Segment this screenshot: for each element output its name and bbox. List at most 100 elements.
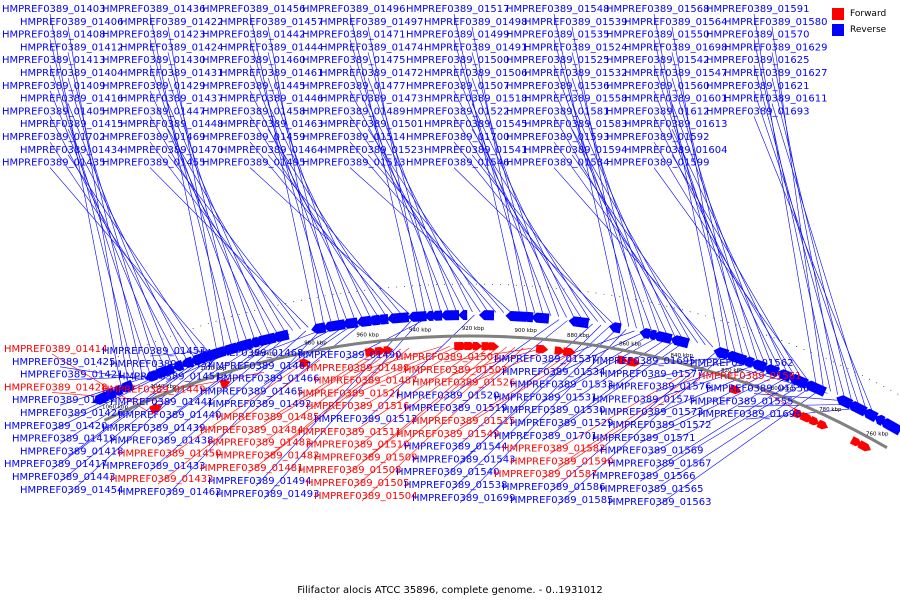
gene-label: HMPREF0389_01625 [706,55,809,66]
leader-line [459,349,548,388]
leader-line [367,103,473,313]
reverse-gene [190,351,209,366]
gene-label: HMPREF0389_01521 [298,388,401,399]
gene-label: HMPREF0389_01488 [306,363,409,374]
leader-line [149,116,278,335]
gene-label: HMPREF0389_01573 [600,407,703,418]
leader-line [753,39,831,392]
reverse-gene [458,310,468,321]
leader-line [557,353,726,506]
leader-line [541,335,660,403]
gene-label: HMPREF0389_01474 [320,42,423,53]
leader-line [771,103,867,409]
forward-gene [562,347,576,357]
leader-line [549,351,717,493]
gene-label: HMPREF0389_01489 [302,106,405,117]
gene-label: HMPREF0389_01497 [320,17,423,28]
leader-line [771,26,824,389]
leader-line [553,13,622,326]
leader-line [541,378,701,480]
gene-label: HMPREF0389_01580 [724,17,827,28]
gene-label: HMPREF0389_01441 [110,397,213,408]
reverse-gene [725,350,748,366]
leader-line [167,103,271,336]
leader-line [353,345,467,412]
leader-line [653,65,751,360]
gene-label: HMPREF0389_01516 [306,401,409,412]
gene-label: HMPREF0389_01462 [118,487,221,498]
leader-line [367,154,505,313]
gene-label: HMPREF0389_01537 [494,354,597,365]
leader-line [267,129,387,317]
scale-label: 1020 kbp [200,366,226,372]
forward-gene [219,379,231,389]
gene-label: HMPREF0389_01452 [110,359,213,370]
leader-line [639,373,781,444]
leader-line [471,103,575,319]
reverse-gene [172,360,185,372]
leader-line [149,90,263,338]
leader-line [149,330,307,472]
gene-label: HMPREF0389_01492 [208,399,311,410]
gene-label: HMPREF0389_01403 [2,4,105,15]
tick-track [81,283,900,396]
label-leader-lines [49,13,874,508]
gene-label: HMPREF0389_01699 [412,493,515,504]
scale-label: 880 kbp [567,333,590,339]
forward-gene [383,346,394,355]
gene-label: HMPREF0389_01475 [302,55,405,66]
leader-line [157,359,321,485]
gene-label: HMPREF0389_01463 [220,119,323,130]
gene-label: HMPREF0389_01417 [4,459,107,470]
gene-label: HMPREF0389_01604 [624,145,727,156]
leader-line [367,129,489,313]
gene-label: HMPREF0389_01451 [118,372,221,383]
leader-line [49,39,136,380]
leader-line [451,348,540,376]
gene-label: HMPREF0389_01702 [2,132,105,143]
gene-label: HMPREF0389_01621 [706,81,809,92]
forward-gene [535,344,549,354]
gene-label: HMPREF0389_01499 [406,30,509,41]
leader-line [443,319,560,401]
gene-label: HMPREF0389_01543 [412,454,515,465]
gene-label: HMPREF0389_01592 [606,132,709,143]
gene-label: HMPREF0389_01555 [690,396,793,407]
forward-gene [791,408,804,419]
reverse-gene [670,335,690,349]
gene-label: HMPREF0389_01561 [698,371,801,382]
leader-line [655,361,750,392]
gene-label: HMPREF0389_01695 [592,356,695,367]
reverse-gene [203,346,227,361]
leader-line [157,334,290,446]
leader-line [255,324,340,372]
leader-line [553,65,653,332]
reverse-gene [367,314,381,326]
gene-label: HMPREF0389_01503 [396,352,499,363]
leader-line [553,116,683,339]
gene-label: HMPREF0389_01496 [302,4,405,15]
gene-label: HMPREF0389_01510 [306,440,409,451]
leader-line [353,346,491,450]
gene-label: HMPREF0389_01594 [524,145,627,156]
legend: Forward Reverse [832,6,894,40]
leader-line [267,52,340,323]
reverse-gene [152,365,170,379]
leader-line [255,349,393,448]
gene-label: HMPREF0389_01450 [118,448,221,459]
leader-line [267,154,402,315]
gene-label: HMPREF0389_01425 [12,357,115,368]
leader-line [59,361,192,444]
leader-line [49,65,151,375]
leader-line [571,77,660,334]
leader-line [459,329,627,504]
gene-label: HMPREF0389_01430 [102,55,205,66]
leader-line [557,339,677,429]
gene-label: HMPREF0389_01533 [510,380,613,391]
forward-gene [728,384,742,395]
reverse-gene [531,312,550,324]
leader-line [471,26,528,314]
gene-label: HMPREF0389_01484 [200,425,303,436]
gene-label: HMPREF0389_01513 [302,158,405,169]
